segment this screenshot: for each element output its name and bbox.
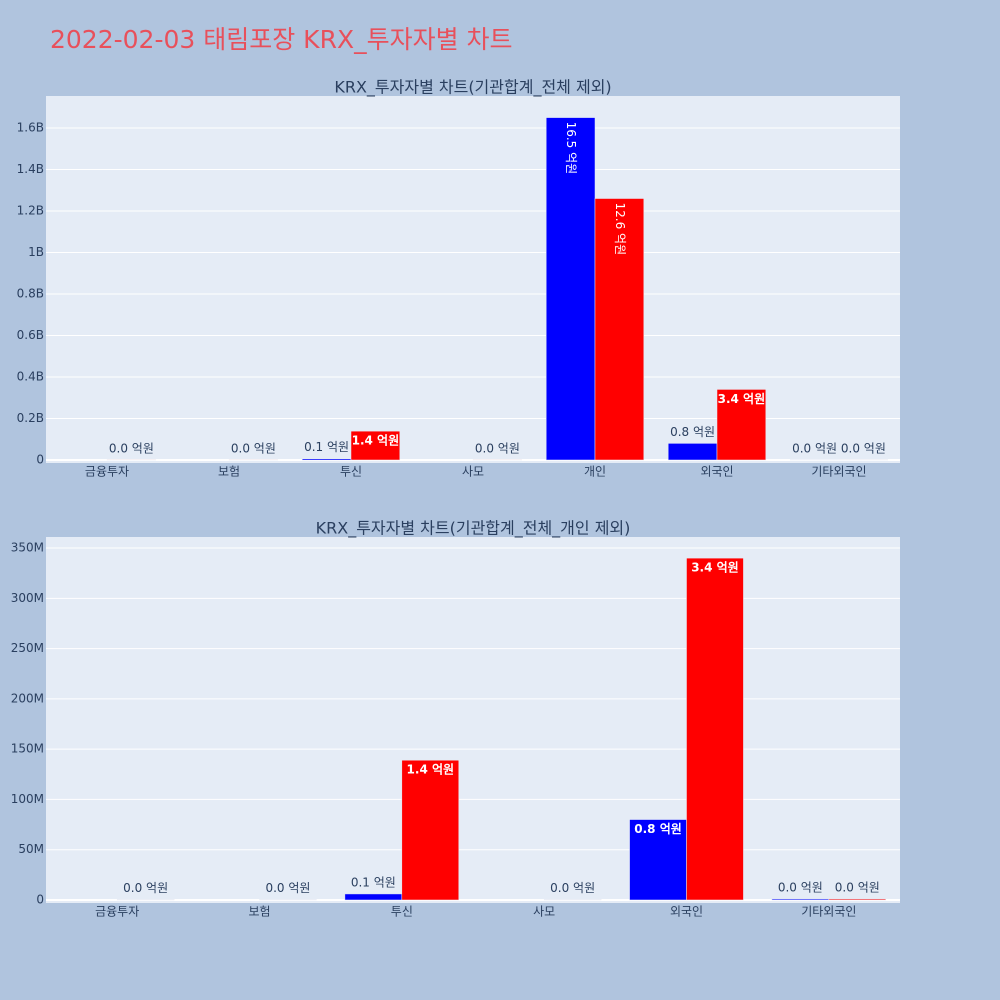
y-tick-label: 250M: [11, 641, 44, 655]
bar: [344, 893, 403, 901]
data-label: 0.0 억원: [778, 880, 823, 894]
x-tick-label: 보험: [218, 465, 240, 479]
data-label: 0.0 억원: [109, 441, 154, 455]
data-label: 0.0 억원: [550, 881, 595, 895]
y-tick-label: 1.2B: [17, 203, 44, 217]
bar: [545, 117, 596, 461]
y-tick-label: 100M: [11, 792, 44, 806]
y-tick-label: 0: [36, 892, 44, 906]
x-tick-label: 투신: [340, 465, 362, 479]
x-tick-label: 외국인: [700, 465, 733, 479]
bar: [686, 557, 744, 901]
data-label: 3.4 억원: [718, 392, 766, 406]
bar: [259, 899, 317, 901]
data-label: 0.0 억원: [123, 881, 168, 895]
data-label: 3.4 억원: [691, 561, 739, 575]
y-tick-label: 300M: [11, 591, 44, 605]
x-tick-label: 금융투자: [85, 465, 129, 479]
bar: [667, 443, 718, 461]
data-label: 0.0 억원: [792, 441, 837, 455]
y-tick-label: 200M: [11, 691, 44, 705]
x-tick-label: 금융투자: [95, 905, 139, 919]
x-tick-label: 개인: [584, 465, 606, 479]
x-tick-label: 사모: [533, 905, 555, 919]
data-label: 0.0 억원: [841, 441, 886, 455]
y-tick-label: 50M: [18, 842, 44, 856]
x-tick-label: 투신: [391, 905, 413, 919]
y-tick-label: 0.2B: [17, 411, 44, 425]
data-label: 0.0 억원: [265, 881, 310, 895]
x-tick-label: 기타외국인: [811, 465, 866, 479]
data-label: 0.0 억원: [475, 441, 520, 455]
x-tick-label: 외국인: [670, 905, 703, 919]
bar: [629, 819, 687, 901]
y-tick-label: 0.8B: [17, 286, 44, 300]
chart-title: KRX_투자자별 차트(기관합계_전체 제외): [334, 78, 611, 98]
y-tick-label: 0: [36, 452, 44, 466]
main-title: 2022-02-03 태림포장 KRX_투자자별 차트: [50, 25, 513, 54]
bar: [116, 899, 175, 901]
data-label: 16.5 억원: [564, 122, 578, 175]
bar: [350, 430, 401, 461]
data-label: 0.8 억원: [670, 425, 715, 439]
bar: [594, 198, 645, 461]
bar: [828, 898, 887, 901]
data-label: 0.1 억원: [351, 875, 396, 889]
y-tick-label: 0.6B: [17, 328, 44, 342]
data-label: 0.8 억원: [634, 822, 682, 836]
data-label: 1.4 억원: [352, 434, 400, 448]
y-tick-label: 1.6B: [17, 120, 44, 134]
plot-area: [46, 96, 900, 463]
data-label: 0.1 억원: [304, 440, 349, 454]
y-tick-label: 350M: [11, 541, 44, 555]
x-tick-label: 기타외국인: [801, 905, 856, 919]
bar: [771, 898, 830, 901]
data-label: 0.0 억원: [835, 880, 880, 894]
y-tick-label: 150M: [11, 742, 44, 756]
bar: [543, 899, 602, 901]
x-tick-label: 사모: [462, 465, 484, 479]
y-tick-label: 1B: [28, 245, 44, 259]
y-tick-label: 0.4B: [17, 369, 44, 383]
bar: [716, 389, 767, 461]
plot-area: [46, 537, 900, 903]
data-label: 12.6 억원: [613, 203, 627, 256]
data-label: 0.0 억원: [231, 441, 276, 455]
chart-title: KRX_투자자별 차트(기관합계_전체_개인 제외): [316, 519, 631, 539]
bar: [401, 759, 460, 901]
data-label: 1.4 억원: [407, 763, 455, 777]
y-tick-label: 1.4B: [17, 162, 44, 176]
x-tick-label: 보험: [248, 905, 270, 919]
bar: [301, 458, 352, 461]
